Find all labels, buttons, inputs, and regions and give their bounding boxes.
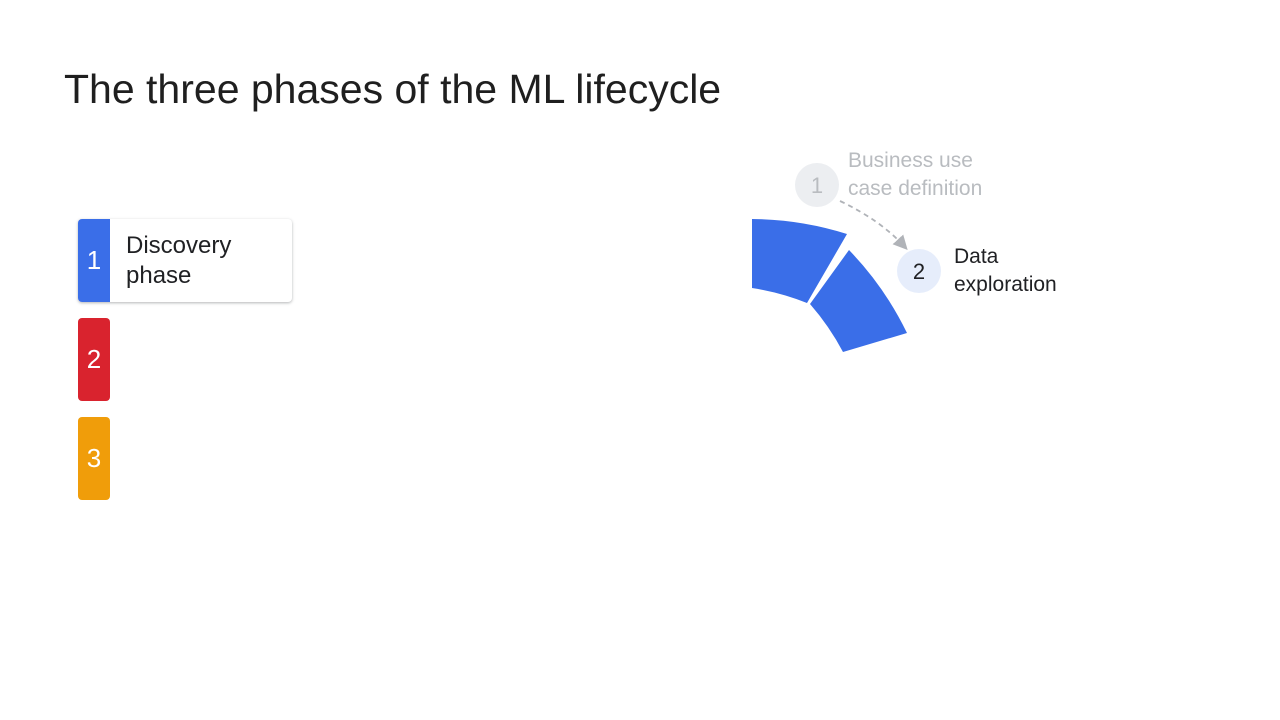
step-2-label: Data exploration: [954, 245, 1057, 296]
step-2-number: 2: [913, 259, 925, 284]
phase-number-3: 3: [78, 417, 110, 500]
wheel-segment-1: [752, 219, 847, 303]
step-connector-arrow: [839, 200, 908, 250]
wheel-segment-2: [810, 250, 907, 352]
phase-number-2: 2: [78, 318, 110, 401]
phase-number-1: 1: [78, 219, 110, 302]
step-1-label: Business use case definition: [848, 149, 983, 200]
step-2-circle: [897, 249, 941, 293]
slide-title: The three phases of the ML lifecycle: [64, 66, 722, 112]
phase-card-3[interactable]: 3: [78, 417, 110, 500]
phase-label-discovery: Discovery phase: [126, 231, 232, 289]
step-1-circle: [795, 163, 839, 207]
step-1-number: 1: [811, 173, 823, 198]
phase-card-discovery[interactable]: 1 Discovery phase: [78, 219, 292, 302]
phase-card-2[interactable]: 2: [78, 318, 110, 401]
